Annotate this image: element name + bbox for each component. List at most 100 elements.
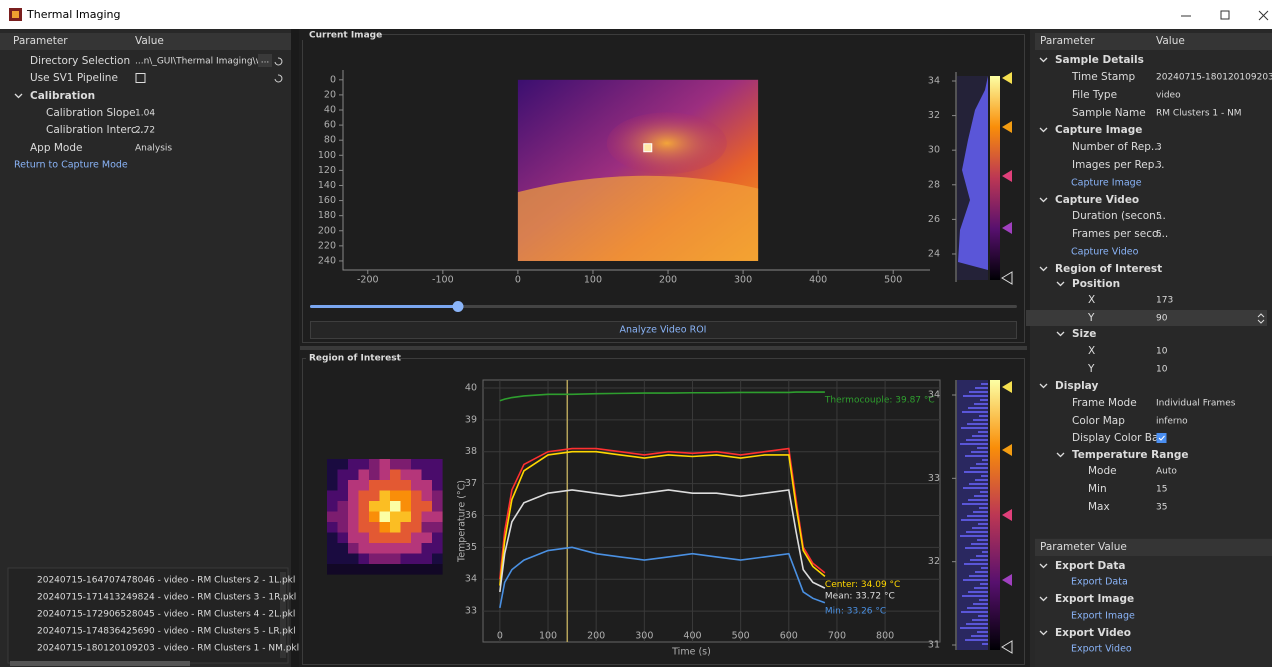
colorbar-tick-label: 24 [928,248,940,259]
level-handle[interactable] [1001,271,1013,285]
expand-arrow[interactable] [1039,197,1048,203]
link-button[interactable]: Return to Capture Mode [14,160,128,171]
param-value[interactable]: video [1156,91,1181,101]
section-label: Position [1072,278,1120,290]
checkbox[interactable] [1156,433,1167,443]
file-item[interactable]: 20240715-171413249824 - video - RM Clust… [37,593,296,603]
expand-arrow[interactable] [14,93,23,99]
param-value[interactable]: 2.72 [135,126,155,136]
param-value[interactable]: Analysis [135,144,172,154]
axis [342,70,930,271]
roi-pixel [411,553,422,565]
level-handle[interactable] [1002,121,1012,133]
param-value[interactable]: 173 [1156,296,1173,306]
level-handle[interactable] [1002,170,1012,182]
param-value[interactable]: 1.04 [135,109,155,119]
expand-arrow[interactable] [1039,266,1048,272]
link-button[interactable]: Capture Video [1071,247,1139,258]
link-button[interactable]: Export Video [1071,644,1132,655]
expand-arrow[interactable] [1039,127,1048,133]
param-value[interactable]: inferno [1156,417,1188,427]
roi-pixel [337,490,349,502]
x-tick-label: -100 [432,275,454,286]
param-label: Number of Rep... [1072,141,1161,153]
v-splitter[interactable] [300,346,1027,350]
expand-arrow[interactable] [1039,383,1048,389]
link-button[interactable]: Capture Image [1071,178,1142,189]
roi-marker[interactable] [643,143,653,153]
checkbox[interactable] [135,73,146,83]
param-value[interactable]: 20240715-180120109203 [1156,73,1272,83]
reset-icon[interactable] [274,74,283,83]
close-button[interactable] [1258,10,1269,21]
param-value[interactable]: 5 [1156,230,1162,240]
expand-arrow[interactable] [1039,57,1048,63]
section-label: Export Image [1055,593,1134,605]
column-header: Parameter [13,35,68,47]
level-handle[interactable] [1002,222,1012,234]
param-value[interactable]: 3 [1156,143,1162,153]
h-scrollbar[interactable] [10,661,190,666]
param-value[interactable]: Auto [1156,467,1177,477]
roi-pixel [327,480,338,491]
roi-pixel [400,543,412,554]
section-label: Capture Video [1055,194,1139,206]
level-handle[interactable] [1001,640,1013,654]
roi-pixel [358,522,370,533]
file-item[interactable]: 20240715-174836425690 - video - RM Clust… [37,627,296,637]
level-handle[interactable] [1002,72,1012,84]
roi-pixel [327,564,338,575]
roi-pixel [411,532,422,544]
param-value[interactable]: 10 [1156,365,1168,375]
splitter[interactable] [291,29,299,667]
file-item[interactable]: 20240715-164707478046 - video - RM Clust… [37,576,295,586]
param-value[interactable]: 5 [1156,212,1162,222]
level-handle[interactable] [1002,509,1012,521]
x-tick-label: 400 [683,631,701,642]
param-value[interactable]: 90 [1156,314,1168,324]
spinner[interactable] [1257,313,1265,324]
link-button[interactable]: Export Data [1071,577,1128,588]
param-value[interactable]: ...n\_GUI\Thermal Imaging\win [135,57,271,67]
file-item[interactable]: 20240715-180120109203 - video - RM Clust… [37,644,299,654]
browse-button[interactable] [258,54,272,67]
expand-arrow[interactable] [1056,331,1065,337]
export-header [1035,539,1272,556]
level-handle[interactable] [1002,574,1012,586]
level-handle[interactable] [1002,444,1012,456]
y-tick-label: 33 [465,606,477,617]
reset-icon[interactable] [274,57,283,66]
roi-pixel [337,532,349,544]
y-tick-label: 39 [465,414,477,425]
analyze-button[interactable] [310,321,1017,339]
section-label: Display [1055,380,1098,392]
param-value[interactable]: 10 [1156,347,1168,357]
link-button[interactable]: Export Image [1071,611,1135,622]
param-value[interactable]: Individual Frames [1156,399,1236,409]
expand-arrow[interactable] [1039,563,1048,569]
slider-handle[interactable] [452,301,464,312]
param-value[interactable]: RM Clusters 1 - NM [1156,109,1242,119]
y-axis-label: Temperature (°C) [457,480,468,563]
roi-pixel [411,459,422,470]
param-value[interactable]: 3 [1156,161,1162,171]
colorbar-tick-label: 28 [928,179,940,190]
param-value[interactable]: 35 [1156,503,1167,513]
file-scrollbar[interactable] [280,572,286,658]
expand-arrow[interactable] [1039,596,1048,602]
level-handle[interactable] [1002,381,1012,393]
section-label: Sample Details [1055,54,1144,66]
column-header: Value [135,35,164,47]
slider-track[interactable] [310,305,1017,308]
restore-button[interactable] [1220,10,1230,20]
expand-arrow[interactable] [1039,630,1048,636]
param-value[interactable]: 15 [1156,485,1167,495]
roi-pixel [337,480,349,491]
roi-pixel [432,469,443,481]
analyze-button-label[interactable]: Analyze Video ROI [620,325,707,336]
expand-arrow[interactable] [1056,452,1065,458]
file-item[interactable]: 20240715-172906528045 - video - RM Clust… [37,610,295,620]
expand-arrow[interactable] [1056,281,1065,287]
browse-button-label[interactable]: ... [261,56,270,66]
roi-pixel [432,522,443,533]
